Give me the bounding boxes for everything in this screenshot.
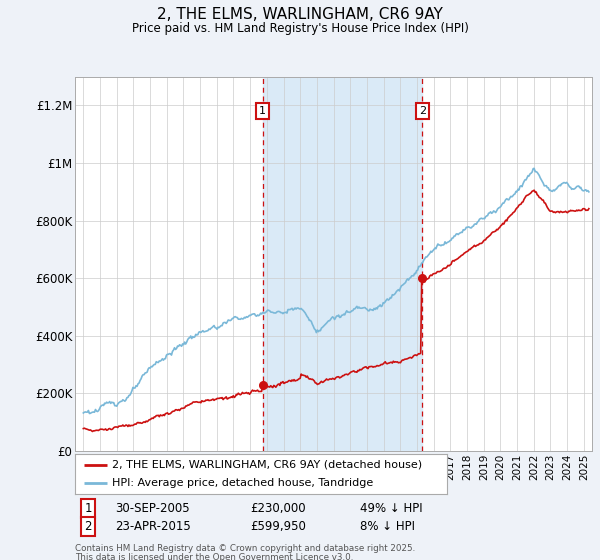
Text: 2: 2	[419, 106, 426, 116]
Bar	[263, 77, 422, 451]
Text: 2: 2	[84, 520, 92, 533]
Text: Price paid vs. HM Land Registry's House Price Index (HPI): Price paid vs. HM Land Registry's House …	[131, 22, 469, 35]
Text: Contains HM Land Registry data © Crown copyright and database right 2025.: Contains HM Land Registry data © Crown c…	[75, 544, 415, 553]
Text: 1: 1	[84, 502, 92, 515]
Text: 49% ↓ HPI: 49% ↓ HPI	[360, 502, 422, 515]
Text: This data is licensed under the Open Government Licence v3.0.: This data is licensed under the Open Gov…	[75, 553, 353, 560]
Text: £599,950: £599,950	[250, 520, 306, 533]
Text: 23-APR-2015: 23-APR-2015	[115, 520, 191, 533]
Text: 1: 1	[259, 106, 266, 116]
Text: 2, THE ELMS, WARLINGHAM, CR6 9AY (detached house): 2, THE ELMS, WARLINGHAM, CR6 9AY (detach…	[112, 460, 422, 470]
Text: 8% ↓ HPI: 8% ↓ HPI	[360, 520, 415, 533]
Text: 2, THE ELMS, WARLINGHAM, CR6 9AY: 2, THE ELMS, WARLINGHAM, CR6 9AY	[157, 7, 443, 22]
Text: £230,000: £230,000	[250, 502, 305, 515]
Text: 30-SEP-2005: 30-SEP-2005	[115, 502, 190, 515]
Text: HPI: Average price, detached house, Tandridge: HPI: Average price, detached house, Tand…	[112, 478, 373, 488]
